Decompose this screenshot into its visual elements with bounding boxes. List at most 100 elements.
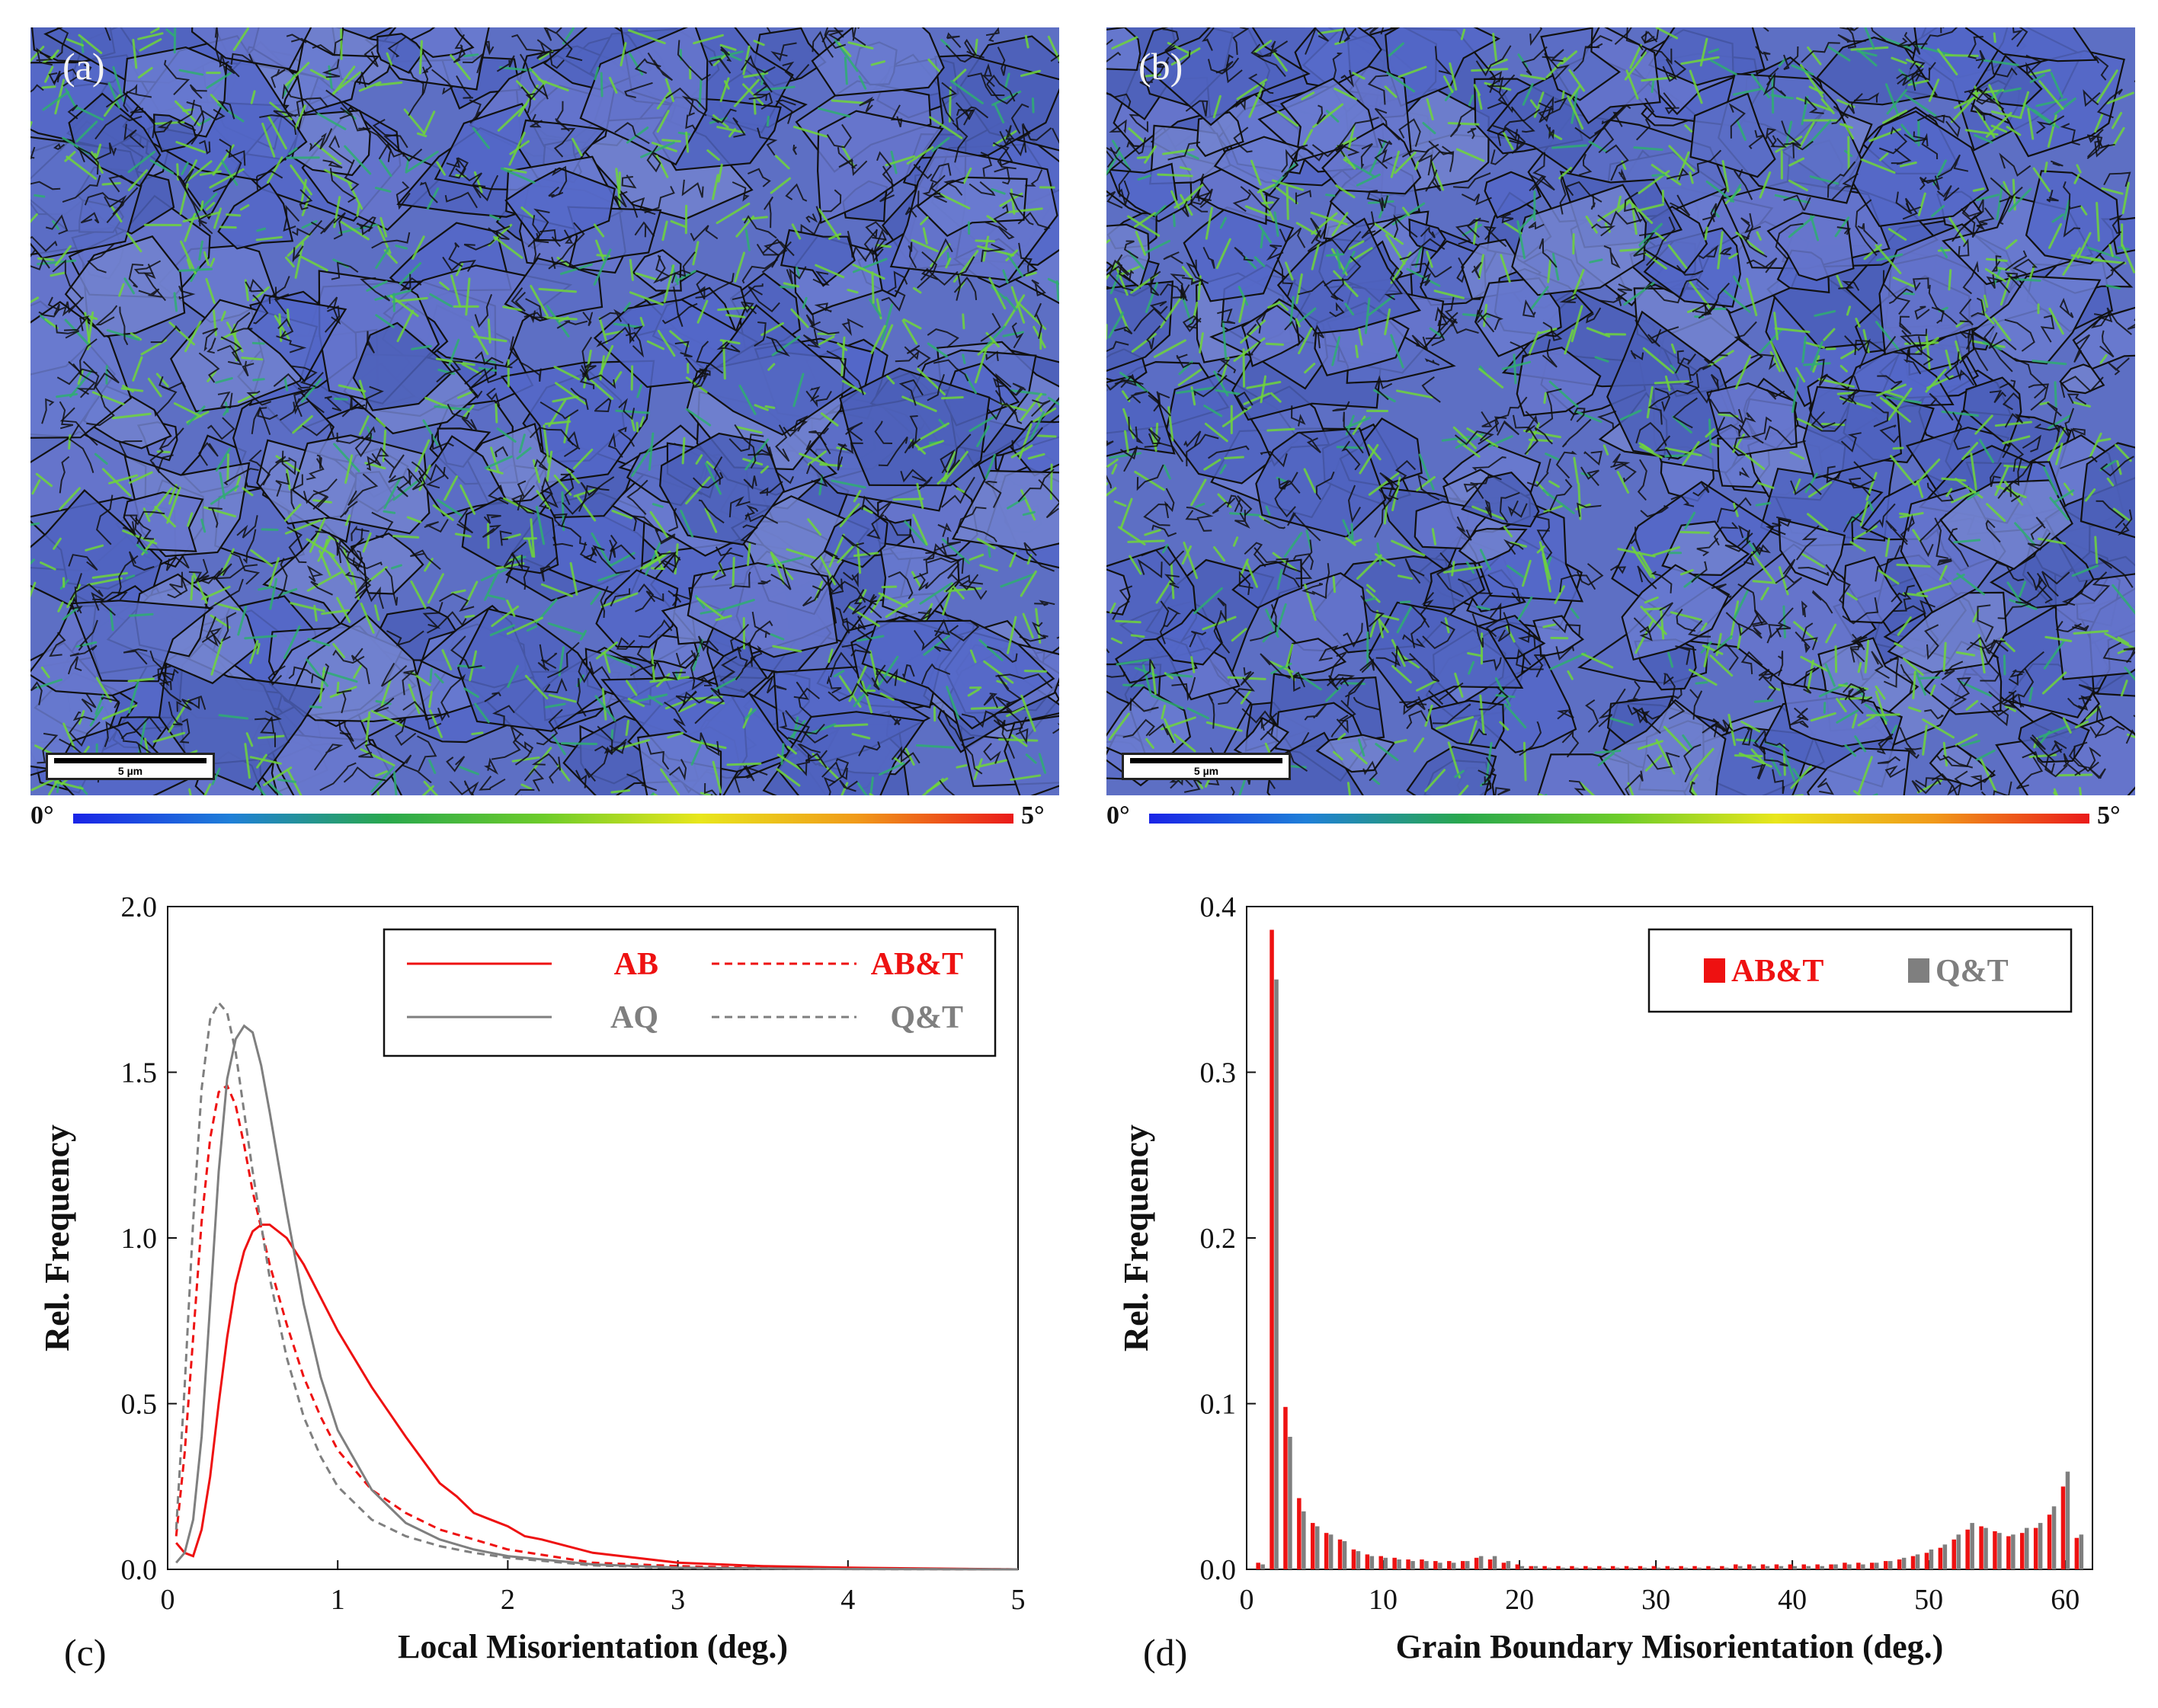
high-misorientation-streak bbox=[1221, 405, 1252, 427]
high-misorientation-streak bbox=[1366, 588, 1381, 603]
grain-boundary bbox=[1202, 246, 1215, 269]
high-misorientation-streak bbox=[796, 266, 801, 277]
bar-AB&T bbox=[1297, 1498, 1302, 1569]
grain-boundary bbox=[2060, 376, 2104, 398]
scale-bar-a: 5 µm bbox=[46, 753, 215, 780]
high-misorientation-streak bbox=[555, 382, 588, 405]
grain-boundary bbox=[1719, 247, 1732, 256]
high-misorientation-streak bbox=[1942, 741, 1948, 767]
high-misorientation-streak bbox=[2096, 201, 2100, 242]
high-misorientation-streak bbox=[1271, 50, 1288, 72]
grain-boundary bbox=[1282, 146, 1314, 178]
grain-boundary bbox=[2040, 315, 2055, 343]
grain-boundary bbox=[1487, 74, 1516, 93]
high-misorientation-streak bbox=[1342, 519, 1353, 542]
grain-boundary bbox=[1409, 653, 1440, 683]
bar-AB&T bbox=[1501, 1562, 1506, 1569]
grain-boundary bbox=[1936, 185, 1960, 202]
grain-boundary bbox=[1948, 527, 1969, 568]
high-misorientation-streak bbox=[1272, 552, 1298, 572]
high-misorientation-streak bbox=[40, 561, 56, 571]
high-misorientation-streak bbox=[1529, 286, 1549, 311]
high-misorientation-streak bbox=[1990, 110, 2022, 120]
grain-boundary bbox=[446, 756, 466, 772]
grain-boundary bbox=[1795, 525, 1820, 561]
high-misorientation-streak bbox=[37, 259, 77, 266]
grain-boundary bbox=[1510, 341, 1530, 359]
high-misorientation-streak bbox=[1857, 756, 1873, 794]
high-misorientation-streak bbox=[1265, 505, 1271, 517]
high-misorientation-streak bbox=[1800, 655, 1829, 672]
bar-Q&T bbox=[1260, 1564, 1265, 1569]
high-misorientation-streak bbox=[1162, 148, 1195, 155]
grain-boundary bbox=[1172, 284, 1187, 300]
high-misorientation-streak bbox=[520, 783, 533, 790]
grain-boundary bbox=[1916, 62, 1936, 82]
grain-boundary bbox=[1627, 704, 1661, 734]
high-misorientation-streak bbox=[1476, 605, 1490, 611]
high-misorientation-streak bbox=[1431, 527, 1437, 545]
grain-boundary bbox=[1891, 148, 1912, 165]
grain-boundary bbox=[469, 366, 494, 399]
high-misorientation-streak bbox=[108, 474, 139, 485]
grain-boundary bbox=[1374, 149, 1393, 169]
grain-boundary bbox=[1030, 399, 1051, 417]
high-misorientation-streak bbox=[1204, 422, 1228, 443]
grain-boundary bbox=[537, 644, 549, 671]
grain-boundary bbox=[505, 336, 520, 369]
grain-boundary bbox=[824, 27, 847, 50]
grain-boundary bbox=[713, 456, 723, 485]
grain-boundary bbox=[356, 222, 374, 235]
bar-AB&T bbox=[1951, 1539, 1956, 1569]
high-misorientation-streak bbox=[1851, 713, 1858, 729]
high-misorientation-streak bbox=[1801, 552, 1825, 568]
grain-boundary bbox=[2099, 456, 2134, 477]
high-misorientation-streak bbox=[107, 82, 121, 109]
high-misorientation-streak bbox=[44, 318, 59, 330]
high-misorientation-streak bbox=[461, 363, 482, 375]
grain-boundary bbox=[1676, 264, 1704, 276]
grain-boundary bbox=[1017, 469, 1055, 503]
high-misorientation-streak bbox=[422, 419, 439, 446]
high-misorientation-streak bbox=[1435, 715, 1474, 730]
high-misorientation-streak bbox=[1215, 389, 1241, 395]
scale-bar-line-b bbox=[1130, 758, 1282, 763]
grain-boundary bbox=[1425, 318, 1457, 340]
high-misorientation-streak bbox=[1238, 779, 1246, 795]
grain-boundary bbox=[383, 454, 405, 478]
high-misorientation-streak bbox=[2094, 113, 2104, 133]
high-misorientation-streak bbox=[1638, 442, 1654, 453]
grain-boundary bbox=[455, 168, 486, 187]
high-misorientation-streak bbox=[220, 311, 226, 321]
high-misorientation-streak bbox=[358, 379, 367, 399]
grain-boundary bbox=[439, 593, 475, 613]
high-misorientation-streak bbox=[2090, 258, 2127, 264]
grain-boundary bbox=[122, 521, 136, 537]
bar-AB&T bbox=[2074, 1537, 2080, 1569]
grain-boundary bbox=[690, 225, 719, 241]
grain-boundary bbox=[1737, 525, 1750, 543]
grain-boundary bbox=[985, 350, 999, 362]
high-misorientation-streak bbox=[2035, 98, 2067, 107]
high-misorientation-streak bbox=[1573, 456, 1580, 484]
high-misorientation-streak bbox=[964, 373, 978, 395]
high-misorientation-streak bbox=[1020, 392, 1042, 421]
high-misorientation-streak bbox=[610, 729, 614, 741]
high-misorientation-streak bbox=[182, 211, 221, 223]
high-misorientation-streak bbox=[2038, 724, 2070, 738]
grain-boundary bbox=[461, 417, 478, 430]
high-misorientation-streak bbox=[556, 257, 569, 267]
grain-boundary bbox=[1519, 721, 1542, 756]
high-misorientation-streak bbox=[450, 54, 471, 81]
grain-boundary bbox=[881, 289, 906, 312]
grain-boundary bbox=[2089, 747, 2102, 769]
high-misorientation-streak bbox=[649, 676, 690, 683]
high-misorientation-streak bbox=[463, 687, 479, 699]
high-misorientation-streak bbox=[1889, 455, 1916, 485]
grain-boundary bbox=[837, 146, 858, 169]
grain-boundary bbox=[1310, 217, 1327, 240]
grain-boundary bbox=[1329, 302, 1345, 318]
high-misorientation-streak bbox=[443, 475, 459, 501]
high-misorientation-streak bbox=[483, 569, 500, 601]
high-misorientation-streak bbox=[870, 325, 886, 354]
